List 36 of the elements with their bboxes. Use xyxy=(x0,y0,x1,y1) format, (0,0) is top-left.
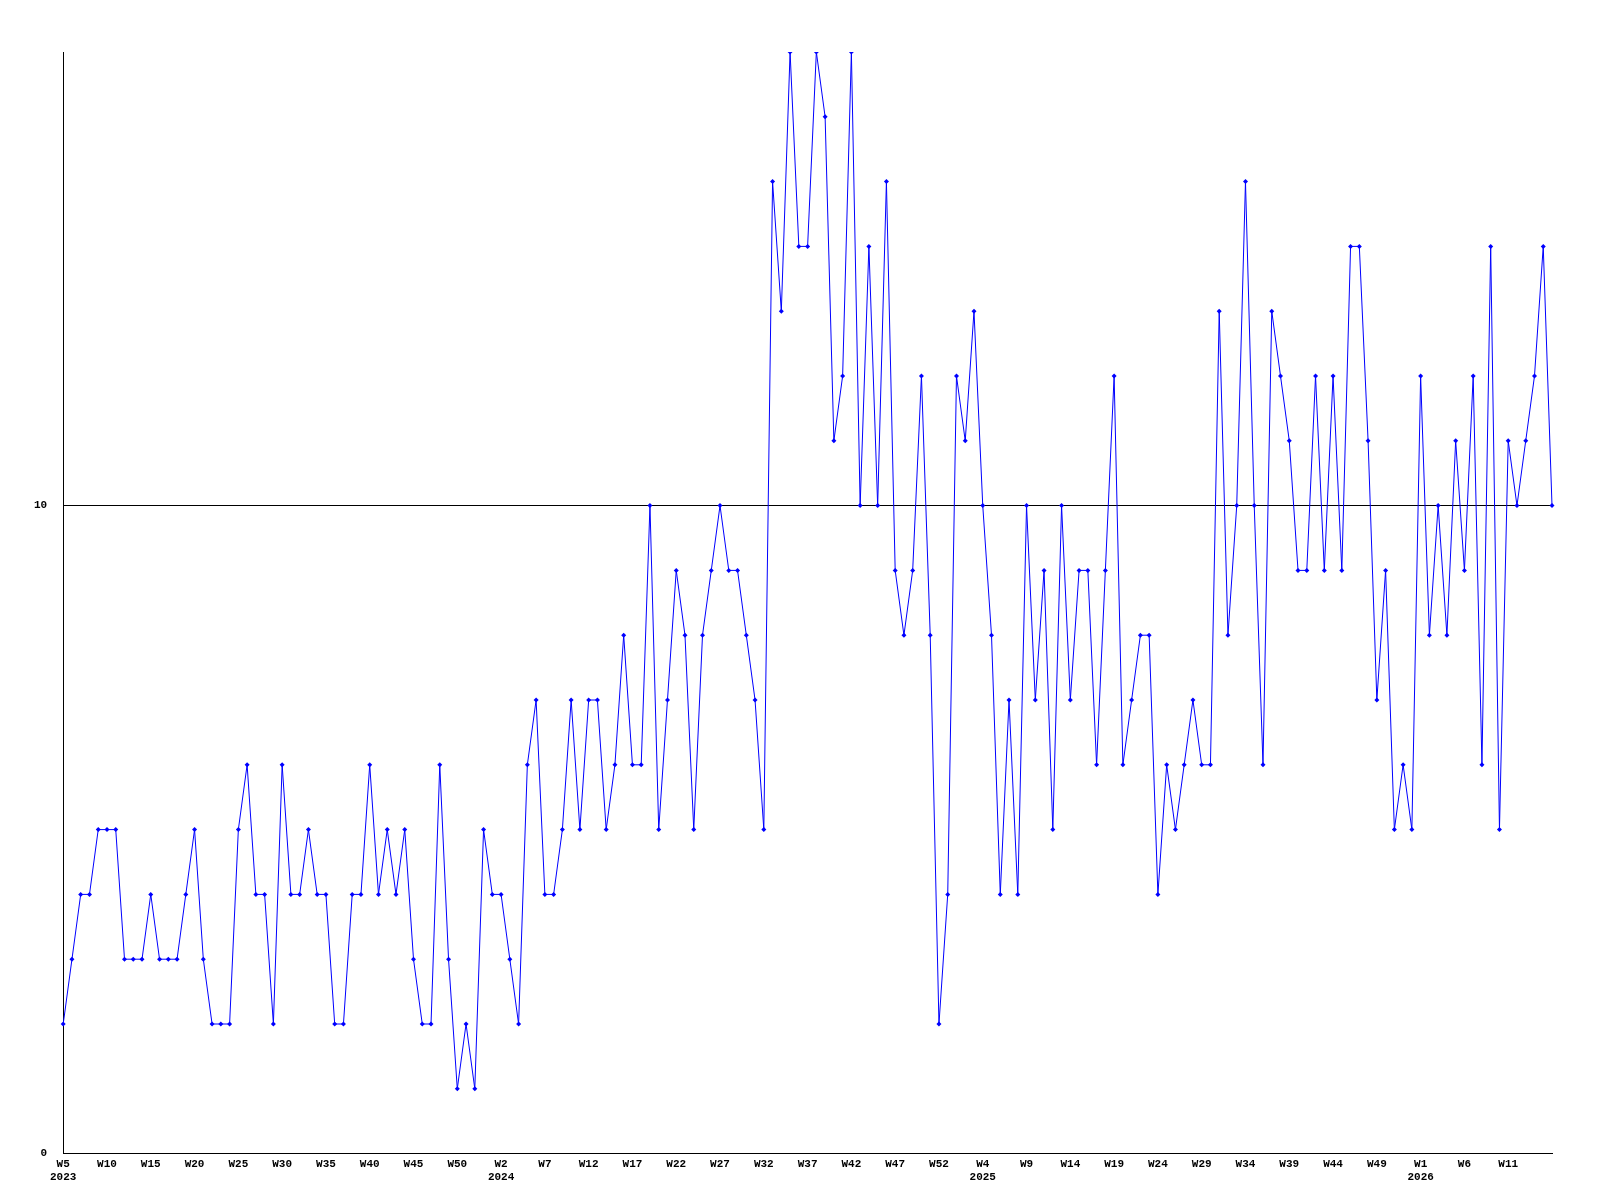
x-tick-label: W42 xyxy=(841,1157,862,1170)
x-tick-label: W34 xyxy=(1235,1157,1256,1170)
y-tick-label: 10 xyxy=(34,499,48,512)
x-tick-label: W5 2023 xyxy=(50,1157,77,1184)
x-tick-label: W35 xyxy=(316,1157,337,1170)
x-tick-label: W2 2024 xyxy=(487,1157,515,1184)
x-tick-label: W24 xyxy=(1148,1157,1169,1170)
x-tick-label: W4 2025 xyxy=(969,1157,997,1184)
x-tick-label: W50 xyxy=(447,1157,468,1170)
x-tick-label: W45 xyxy=(403,1157,424,1170)
x-tick-label: W17 xyxy=(622,1157,643,1170)
x-tick-label: W30 xyxy=(272,1157,293,1170)
x-tick-label: W11 xyxy=(1498,1157,1519,1170)
x-tick-label: W39 xyxy=(1279,1157,1300,1170)
x-tick-label: W27 xyxy=(710,1157,730,1170)
x-tick-label: W49 xyxy=(1366,1157,1387,1170)
y-tick-label: 0 xyxy=(40,1147,48,1160)
x-tick-label: W15 xyxy=(140,1157,162,1170)
x-tick-label: W29 xyxy=(1191,1157,1212,1170)
x-tick-label: W7 xyxy=(538,1157,552,1170)
x-tick-label: W44 xyxy=(1323,1157,1344,1170)
x-tick-label: W10 xyxy=(97,1157,117,1170)
x-tick-label: W20 xyxy=(184,1157,205,1170)
x-tick-label: W37 xyxy=(797,1157,818,1170)
x-tick-label: W12 xyxy=(578,1157,599,1170)
x-tick-label: W52 xyxy=(929,1157,949,1170)
x-tick-label: W47 xyxy=(885,1157,906,1170)
x-tick-label: W9 xyxy=(1019,1157,1034,1170)
x-tick-label: W32 xyxy=(753,1157,774,1170)
x-tick-label: W19 xyxy=(1104,1157,1125,1170)
x-tick-label: W14 xyxy=(1060,1157,1081,1170)
x-tick-label: W1 2026 xyxy=(1407,1157,1434,1184)
x-tick-label: W6 xyxy=(1457,1157,1472,1170)
x-tick-label: W22 xyxy=(666,1157,687,1170)
x-tick-label: W40 xyxy=(359,1157,380,1170)
x-tick-label: W25 xyxy=(228,1157,249,1170)
